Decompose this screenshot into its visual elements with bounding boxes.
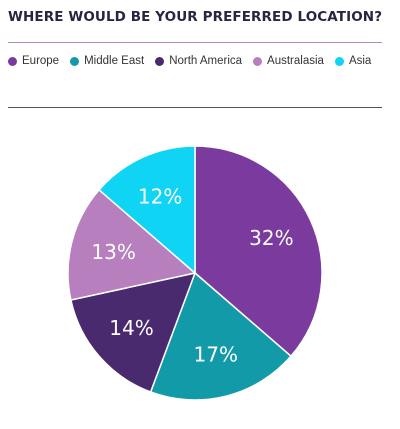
legend-swatch-europe [8,56,17,66]
pie-chart: 32% 17% 14% 13% 12% [67,145,323,401]
slice-label-europe: 32% [249,226,293,250]
legend-label-middle-east: Middle East [84,55,145,67]
legend-label-north-america: North America [169,55,243,67]
legend-swatch-middle-east [70,56,80,66]
legend-item-asia: Asia [334,55,372,67]
slice-label-australasia: 13% [91,240,135,264]
legend-item-north-america: North America [155,55,242,67]
legend-label-australasia: Australasia [267,55,324,67]
legend-item-europe: Europe [8,55,59,67]
title-divider [8,42,382,43]
pie-slice-middle-east [149,271,293,401]
legend-item-middle-east: Middle East [70,55,144,67]
pie-slice-australasia [67,188,197,301]
legend-swatch-north-america [155,56,165,66]
legend-label-europe: Europe [22,55,60,67]
legend-label-asia: Asia [348,55,372,67]
pie-slice-north-america [70,271,197,393]
pie-slice-europe [194,145,323,358]
slice-label-asia: 12% [138,185,182,209]
legend-swatch-asia [334,56,344,66]
slice-label-middle-east: 17% [194,342,238,366]
legend: Europe Middle East North America Austral… [8,53,382,69]
legend-swatch-australasia [253,56,263,66]
legend-divider [8,107,382,108]
slice-label-north-america: 14% [109,316,153,340]
legend-item-australasia: Australasia [253,55,324,67]
pie-slice-asia [97,145,196,275]
chart-title: WHERE WOULD BE YOUR PREFERRED LOCATION? [8,9,383,25]
